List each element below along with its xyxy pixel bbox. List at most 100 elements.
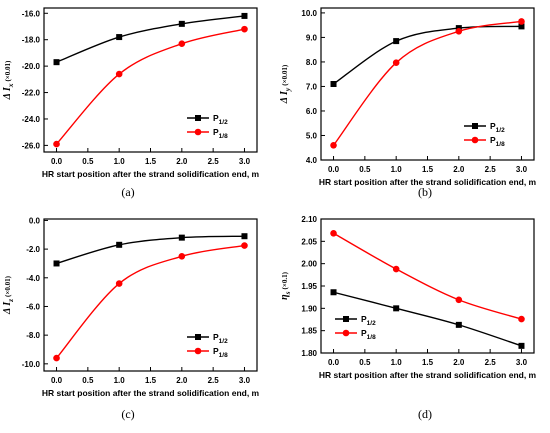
panel-3: 0.0 0.5 1.0 1.5 2.0 2.5 3.0 1.80 1.85 1.90 1.95 2.0… xyxy=(279,215,537,421)
series-line-1 xyxy=(333,232,522,320)
series-line-0 xyxy=(56,235,245,265)
y-tick-label: 8.0 xyxy=(306,58,318,67)
data-point xyxy=(241,242,248,249)
x-tick-label: 0.0 xyxy=(328,358,340,367)
data-point xyxy=(116,241,123,248)
data-point xyxy=(178,20,185,27)
x-tick-label: 1.5 xyxy=(145,376,157,385)
x-tick-label: 1.0 xyxy=(391,165,403,174)
plot-frame xyxy=(320,7,535,161)
y-tick-label: -22.0 xyxy=(22,89,41,98)
legend-label: P1/8 xyxy=(213,127,228,140)
data-point xyxy=(115,280,123,287)
x-tick-label: 0.5 xyxy=(359,165,371,174)
y-tick-label: 2.00 xyxy=(301,260,317,269)
y-axis-title: Δ Iz(×0.01) xyxy=(2,275,15,315)
data-point xyxy=(518,342,525,349)
x-axis-title: HR start position after the strand solid… xyxy=(42,169,260,179)
legend-marker xyxy=(194,128,202,136)
panel-1: 0.0 0.5 1.0 1.5 2.0 2.5 3.0 4.0 5.0 6.0 7.0 8.0 9.0 1… xyxy=(279,7,537,199)
x-tick-label: 2.5 xyxy=(208,376,220,385)
data-point xyxy=(53,140,60,148)
x-tick-label: 0.0 xyxy=(51,157,63,166)
x-axis-title: HR start position after the strand solid… xyxy=(42,388,260,398)
y-tick-label: -24.0 xyxy=(22,115,41,124)
x-tick-label: 2.0 xyxy=(176,376,188,385)
series-line-1 xyxy=(56,28,245,145)
legend-marker xyxy=(472,123,478,129)
data-point xyxy=(178,234,185,241)
panel-caption: (c) xyxy=(121,407,134,421)
legend-marker xyxy=(471,136,479,144)
data-point xyxy=(116,34,123,41)
data-point xyxy=(455,296,463,304)
series-line-1 xyxy=(332,20,522,146)
x-tick-label: 2.5 xyxy=(485,165,497,174)
data-point xyxy=(455,321,462,328)
y-tick-label: 4.0 xyxy=(306,156,318,165)
data-point xyxy=(392,59,400,66)
x-tick-label: 2.5 xyxy=(485,358,497,367)
y-tick-label: 2.10 xyxy=(301,215,317,224)
x-tick-label: 2.0 xyxy=(453,358,465,367)
series-line-0 xyxy=(56,15,245,63)
y-tick-label: -18.0 xyxy=(22,36,41,45)
y-tick-label: -26.0 xyxy=(22,141,41,150)
data-point xyxy=(115,70,123,78)
x-tick-label: 2.0 xyxy=(453,165,465,174)
x-axis-title: HR start position after the strand solid… xyxy=(319,177,537,187)
data-point xyxy=(178,40,186,47)
data-point xyxy=(455,27,463,35)
data-point xyxy=(518,23,525,30)
data-point xyxy=(330,229,337,237)
y-tick-label: 2.05 xyxy=(301,237,317,246)
y-tick-label: -10.0 xyxy=(22,360,41,369)
x-tick-label: 1.5 xyxy=(145,157,157,166)
data-point xyxy=(330,141,337,149)
panel-caption: (a) xyxy=(121,185,134,199)
y-tick-label: 9.0 xyxy=(306,33,318,42)
x-tick-label: 3.0 xyxy=(516,165,528,174)
series-line-1 xyxy=(55,244,245,359)
plot-frame xyxy=(43,218,258,372)
data-point xyxy=(393,305,400,312)
y-tick-label: -20.0 xyxy=(22,62,41,71)
panel-2: 0.0 0.5 1.0 1.5 2.0 2.5 3.0 -10.0 -8.0 -6.0 -4.0 -2… xyxy=(2,216,260,421)
y-tick-label: 1.85 xyxy=(301,327,317,336)
y-tick-label: 6.0 xyxy=(306,107,318,116)
y-tick-label: 5.0 xyxy=(306,131,318,140)
data-point xyxy=(518,315,525,323)
legend-label: P1/2 xyxy=(490,121,505,134)
legend-marker xyxy=(195,334,201,340)
x-tick-label: 1.0 xyxy=(391,358,403,367)
y-tick-label: 0.0 xyxy=(29,216,41,225)
data-point xyxy=(53,354,60,362)
y-axis-title: ηs(×0.1) xyxy=(279,271,292,299)
data-point xyxy=(330,81,337,87)
legend-label: P1/2 xyxy=(361,314,376,327)
panel-caption: (d) xyxy=(418,407,432,421)
y-tick-label: 7.0 xyxy=(306,82,318,91)
x-tick-label: 1.0 xyxy=(114,157,126,166)
data-point xyxy=(53,260,60,267)
y-tick-label: 10.0 xyxy=(301,9,317,18)
data-point xyxy=(518,18,525,25)
y-tick-label: -16.0 xyxy=(22,9,41,18)
y-tick-label: -6.0 xyxy=(26,302,40,311)
x-tick-label: 0.0 xyxy=(51,376,63,385)
panel-0: 0.0 0.5 1.0 1.5 2.0 2.5 3.0 -26.0 -24.0 -22.0 -20.… xyxy=(2,7,260,199)
x-tick-label: 1.5 xyxy=(422,358,434,367)
x-tick-label: 3.0 xyxy=(239,157,251,166)
data-point xyxy=(241,25,248,33)
x-tick-label: 1.0 xyxy=(114,376,126,385)
y-tick-label: 1.80 xyxy=(301,349,317,358)
x-tick-label: 3.0 xyxy=(239,376,251,385)
x-axis-title: HR start position after the strand solid… xyxy=(319,370,537,380)
y-tick-label: -8.0 xyxy=(26,331,40,340)
legend-label: P1/8 xyxy=(490,135,505,148)
x-tick-label: 0.5 xyxy=(359,358,371,367)
legend-marker xyxy=(342,329,350,337)
x-tick-label: 0.5 xyxy=(82,376,94,385)
